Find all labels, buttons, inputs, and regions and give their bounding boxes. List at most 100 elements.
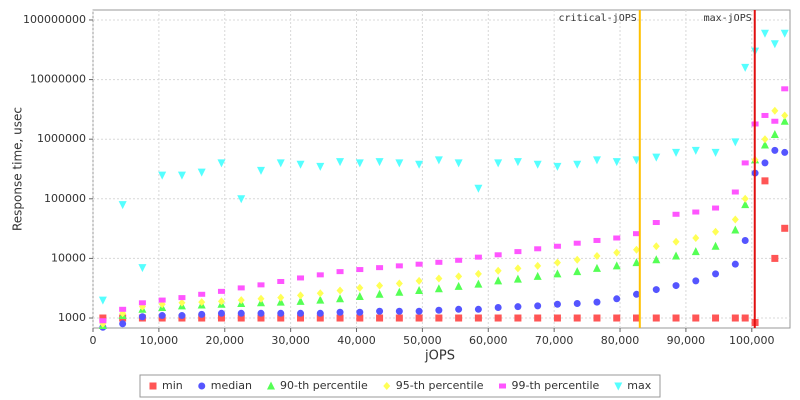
point — [395, 263, 403, 269]
point — [99, 314, 107, 322]
point — [652, 286, 660, 294]
legend-label: max — [627, 379, 651, 392]
x-tick-label: 70,000 — [535, 334, 574, 347]
point — [613, 295, 621, 303]
point — [780, 29, 789, 38]
point — [672, 237, 680, 246]
point — [692, 277, 700, 285]
point — [731, 225, 740, 234]
point — [513, 274, 522, 283]
point — [415, 307, 423, 315]
point — [711, 148, 720, 157]
point — [415, 261, 423, 267]
point — [395, 314, 403, 322]
point — [198, 310, 206, 318]
marker-label: max-jOPS — [704, 13, 752, 24]
point — [781, 224, 789, 232]
point — [573, 314, 581, 322]
point — [336, 269, 344, 275]
point — [138, 313, 146, 321]
point — [434, 284, 443, 293]
point — [592, 263, 601, 272]
point — [672, 251, 681, 260]
point — [415, 276, 423, 285]
legend-marker — [149, 382, 157, 390]
point — [761, 159, 769, 167]
point — [553, 258, 561, 267]
point — [198, 298, 206, 307]
y-tick-label: 10000000 — [30, 73, 86, 86]
point — [534, 261, 542, 270]
x-tick-label: 90,000 — [667, 334, 706, 347]
point — [712, 314, 720, 322]
point — [494, 276, 503, 285]
point — [435, 259, 443, 265]
point — [257, 282, 265, 288]
point — [534, 302, 542, 310]
point — [316, 295, 325, 304]
point — [198, 314, 206, 322]
point — [356, 314, 364, 322]
x-tick-label: 10,000 — [140, 334, 179, 347]
point — [652, 153, 661, 162]
point — [395, 307, 403, 315]
point — [672, 148, 681, 157]
point — [356, 283, 364, 292]
legend-marker — [614, 382, 623, 391]
point — [277, 309, 285, 317]
point — [237, 195, 246, 204]
point — [336, 314, 344, 322]
point — [692, 209, 700, 215]
point — [415, 285, 424, 294]
point — [415, 160, 424, 169]
point — [454, 159, 463, 168]
point — [474, 269, 482, 278]
point — [494, 314, 502, 322]
point — [652, 314, 660, 322]
point — [376, 307, 384, 315]
point — [375, 158, 384, 167]
point — [781, 148, 789, 156]
point — [770, 129, 779, 138]
point — [771, 106, 779, 115]
point — [395, 159, 404, 168]
point — [771, 254, 779, 262]
point — [731, 215, 739, 224]
legend-label: 99-th percentile — [512, 379, 600, 392]
point — [553, 269, 562, 278]
point — [297, 275, 305, 281]
legend — [139, 374, 661, 398]
point — [592, 156, 601, 165]
point — [593, 237, 601, 243]
point — [731, 260, 739, 268]
point — [514, 314, 522, 322]
point — [593, 314, 601, 322]
point — [177, 171, 186, 180]
point — [761, 177, 769, 185]
point — [534, 314, 542, 322]
point — [691, 247, 700, 256]
point — [277, 293, 285, 302]
point — [513, 158, 522, 167]
point — [632, 156, 641, 165]
point — [573, 267, 582, 276]
y-tick-label: 1000 — [58, 311, 86, 324]
point — [712, 227, 720, 236]
point — [296, 296, 305, 305]
point — [780, 116, 789, 125]
point — [612, 158, 621, 167]
point — [781, 86, 789, 92]
point — [672, 282, 680, 290]
x-tick-label: 0 — [90, 334, 97, 347]
point — [276, 159, 285, 168]
point — [514, 303, 522, 311]
legend-label: min — [162, 379, 183, 392]
point — [781, 111, 789, 120]
legend-marker — [266, 381, 275, 390]
point — [613, 248, 621, 257]
point — [593, 298, 601, 306]
point — [633, 231, 641, 237]
point — [376, 314, 384, 322]
point — [652, 242, 660, 251]
point — [652, 255, 661, 264]
